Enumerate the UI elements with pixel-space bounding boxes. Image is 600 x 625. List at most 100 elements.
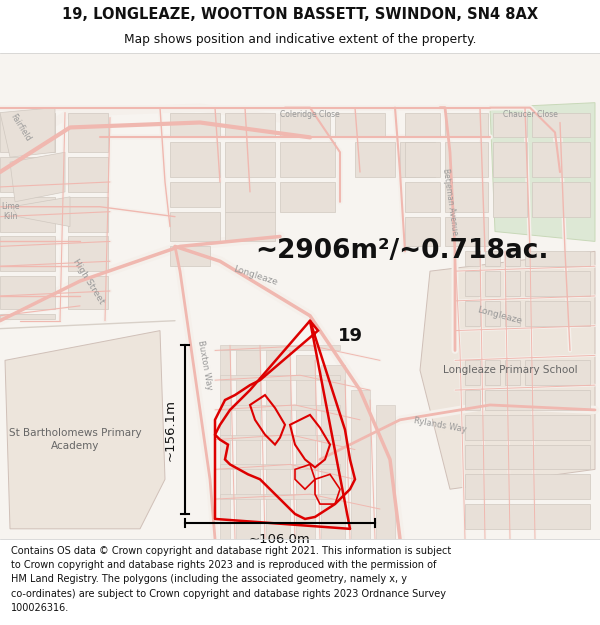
Bar [485,251,500,266]
Bar [280,112,330,138]
Text: Rylands Way: Rylands Way [413,416,467,434]
Bar [68,112,108,152]
Bar [321,365,345,539]
Bar [445,217,488,246]
Bar [525,251,590,266]
Text: Fairfield: Fairfield [8,112,32,143]
Bar [505,271,520,296]
Bar [405,142,440,177]
Bar [0,314,55,319]
Bar [465,444,590,469]
Polygon shape [5,331,165,529]
Bar [220,351,230,539]
Bar [170,246,210,266]
Bar [400,142,435,177]
Bar [532,182,590,217]
Bar [170,112,220,138]
Text: 19, LONGLEAZE, WOOTTON BASSETT, SWINDON, SN4 8AX: 19, LONGLEAZE, WOOTTON BASSETT, SWINDON,… [62,8,538,22]
Bar [485,361,500,385]
Bar [68,236,108,271]
Bar [505,361,520,385]
Bar [280,142,335,177]
Bar [493,112,527,138]
Bar [0,157,55,192]
Bar [485,271,500,296]
Text: ~2906m²/~0.718ac.: ~2906m²/~0.718ac. [255,238,548,264]
Bar [220,375,340,380]
Polygon shape [10,152,65,202]
Bar [376,405,395,539]
Bar [532,142,590,177]
Text: ~106.0m: ~106.0m [249,532,311,546]
Text: ~156.1m: ~156.1m [164,399,177,461]
Bar [0,197,55,231]
Bar [532,112,590,138]
Bar [220,405,340,410]
Text: Contains OS data © Crown copyright and database right 2021. This information is : Contains OS data © Crown copyright and d… [11,546,451,613]
Bar [465,415,590,439]
Text: 19: 19 [338,327,363,344]
Bar [236,351,260,539]
Bar [0,236,55,271]
Polygon shape [490,102,595,241]
Text: Buxton Way: Buxton Way [196,339,214,391]
Text: Longleaze: Longleaze [232,265,278,288]
Bar [445,182,488,212]
Bar [493,142,527,177]
Bar [405,182,440,212]
Bar [465,251,480,266]
Bar [493,182,527,217]
Bar [68,157,108,192]
Bar [280,182,335,212]
Bar [485,301,500,326]
Text: High Street: High Street [71,257,106,305]
Bar [170,142,220,177]
Bar [465,271,480,296]
Text: Longleaze Primary School: Longleaze Primary School [443,365,577,375]
Bar [220,346,340,351]
Bar [220,464,340,469]
Bar [465,504,590,529]
Bar [170,212,220,241]
Bar [445,142,488,177]
Text: Chaucer Close: Chaucer Close [503,110,557,119]
Bar [405,112,440,138]
Text: Longleaze: Longleaze [476,306,523,326]
Bar [225,212,275,241]
Bar [68,276,108,309]
Bar [225,112,275,138]
Bar [525,361,590,385]
Bar [465,390,480,410]
Bar [525,301,590,326]
Bar [220,435,340,439]
Bar [505,251,520,266]
Bar [225,142,275,177]
Text: Coleridge Close: Coleridge Close [280,110,340,119]
Bar [296,356,315,539]
Bar [445,112,488,138]
Text: St Bartholomews Primary
Academy: St Bartholomews Primary Academy [8,428,142,451]
Bar [465,301,480,326]
Text: Lime
Kiln: Lime Kiln [1,202,19,221]
Bar [68,197,108,231]
Bar [225,182,275,212]
Bar [465,361,480,385]
Bar [355,142,395,177]
Bar [335,112,385,138]
Bar [170,182,220,207]
Polygon shape [12,197,70,226]
Polygon shape [0,107,55,157]
Bar [465,474,590,499]
Bar [266,351,290,539]
Bar [351,390,370,539]
Bar [0,276,55,309]
Bar [0,112,55,152]
Bar [525,271,590,296]
Text: Betjeman Avenue: Betjeman Avenue [441,168,459,236]
Bar [220,494,340,499]
Bar [485,390,590,410]
Text: Map shows position and indicative extent of the property.: Map shows position and indicative extent… [124,33,476,46]
Polygon shape [420,251,595,489]
Bar [405,217,440,246]
Bar [505,301,520,326]
